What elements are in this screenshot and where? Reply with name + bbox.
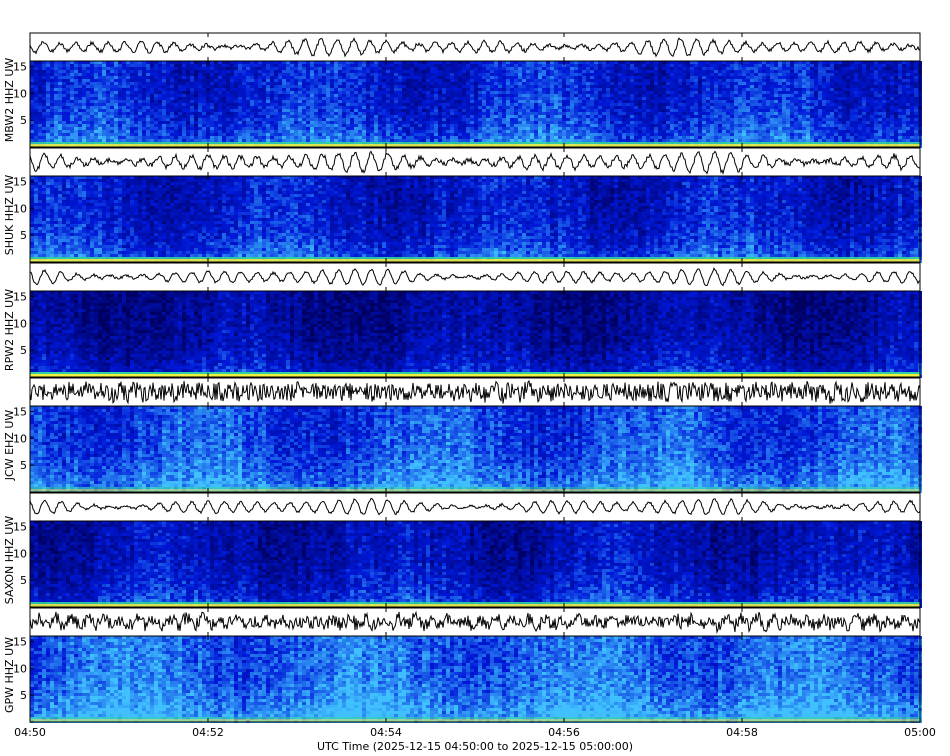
time-tick-label: 05:00 bbox=[904, 726, 936, 739]
spectrogram-band bbox=[30, 259, 920, 262]
station-label: MBW2 HHZ UW bbox=[3, 58, 16, 143]
waveform-frame bbox=[29, 32, 921, 62]
time-tick-label: 04:56 bbox=[548, 726, 580, 739]
station-panel: 15 10 5 SAXON HHZ UW bbox=[3, 492, 922, 608]
time-tick-label: 04:52 bbox=[192, 726, 224, 739]
time-tick-label: 04:58 bbox=[726, 726, 758, 739]
station-panel: 15 10 5 GPW HHZ UW bbox=[3, 607, 922, 723]
frequency-tick-label: 15 bbox=[13, 175, 27, 188]
frequency-tick-label: 15 bbox=[13, 405, 27, 418]
waveform-trace bbox=[29, 150, 921, 176]
time-tick-label: 04:54 bbox=[370, 726, 402, 739]
spectrogram bbox=[30, 406, 922, 493]
spectrogram-band bbox=[30, 372, 920, 374]
station-panel: 15 10 5 RPW2 HHZ UW bbox=[3, 262, 922, 378]
spectrogram-frame bbox=[29, 60, 921, 148]
frequency-tick-label: 10 bbox=[13, 432, 27, 445]
frequency-tick-label: 5 bbox=[20, 114, 27, 127]
frequency-tick-label: 5 bbox=[20, 689, 27, 702]
station-label: JCW EHZ UW bbox=[3, 410, 16, 482]
spectrogram-frame bbox=[29, 635, 921, 723]
frequency-tick-label: 10 bbox=[13, 547, 27, 560]
frequency-tick-label: 10 bbox=[13, 662, 27, 675]
spectrogram-frame bbox=[29, 520, 921, 608]
spectrogram-band bbox=[30, 602, 920, 604]
station-panel: 15 10 5 MBW2 HHZ UW bbox=[3, 32, 922, 148]
time-axis: 04:50 04:52 04:54 04:56 04:58 05:00 bbox=[14, 718, 936, 739]
spectrogram-frame bbox=[29, 290, 921, 378]
waveform-trace bbox=[29, 497, 921, 516]
spectrogram bbox=[30, 636, 922, 723]
spectrogram-frame bbox=[29, 405, 921, 493]
waveform-trace bbox=[29, 37, 921, 58]
time-tick-label: 04:50 bbox=[14, 726, 46, 739]
frequency-tick-label: 5 bbox=[20, 229, 27, 242]
spectrogram bbox=[30, 521, 922, 608]
spectrogram-band bbox=[30, 487, 920, 489]
spectrogram-band bbox=[30, 257, 920, 259]
spectrogram bbox=[30, 291, 922, 378]
spectrogram bbox=[30, 61, 922, 148]
spectrogram-band bbox=[30, 142, 920, 144]
waveform-frame bbox=[29, 607, 921, 637]
frequency-tick-label: 5 bbox=[20, 574, 27, 587]
frequency-tick-label: 15 bbox=[13, 520, 27, 533]
spectrogram-band bbox=[30, 719, 920, 722]
station-label: RPW2 HHZ UW bbox=[3, 289, 16, 371]
waveform-trace bbox=[29, 267, 921, 287]
spectrogram-band bbox=[30, 717, 920, 719]
spectrogram-frame bbox=[29, 175, 921, 263]
frequency-tick-label: 10 bbox=[13, 317, 27, 330]
waveform-frame bbox=[29, 147, 921, 177]
frequency-tick-label: 10 bbox=[13, 87, 27, 100]
time-axis-label: UTC Time (2025-12-15 04:50:00 to 2025-12… bbox=[317, 740, 633, 753]
frequency-tick-label: 15 bbox=[13, 60, 27, 73]
spectrogram-band bbox=[30, 489, 920, 492]
spectrogram-band bbox=[30, 604, 920, 607]
station-panel: 15 10 5 JCW EHZ UW bbox=[3, 377, 922, 493]
frequency-tick-label: 15 bbox=[13, 635, 27, 648]
frequency-tick-label: 5 bbox=[20, 459, 27, 472]
spectrogram-band bbox=[30, 144, 920, 147]
station-label: SHUK HHZ UW bbox=[3, 175, 16, 256]
spectrogram bbox=[30, 176, 922, 263]
station-label: SAXON HHZ UW bbox=[3, 516, 16, 605]
frequency-tick-label: 15 bbox=[13, 290, 27, 303]
waveform-trace bbox=[29, 379, 921, 405]
waveform-trace bbox=[29, 610, 921, 634]
station-label: GPW HHZ UW bbox=[3, 637, 16, 713]
frequency-tick-label: 5 bbox=[20, 344, 27, 357]
spectrogram-band bbox=[30, 374, 920, 377]
station-panel: 15 10 5 SHUK HHZ UW bbox=[3, 147, 922, 263]
frequency-tick-label: 10 bbox=[13, 202, 27, 215]
